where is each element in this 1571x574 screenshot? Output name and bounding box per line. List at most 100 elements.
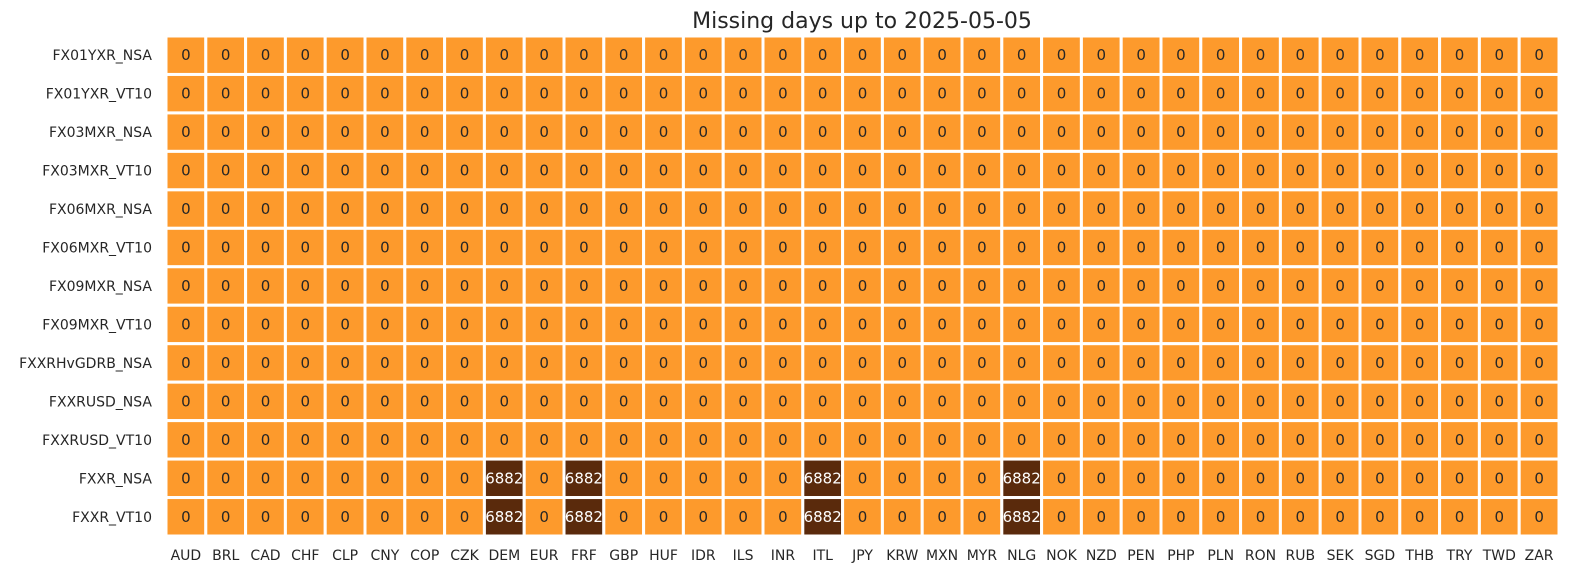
cell-value-label: 0 xyxy=(1375,162,1385,180)
x-tick-label: CLP xyxy=(332,548,358,564)
cell-value-label: 0 xyxy=(858,239,868,257)
y-tick-label: FX01YXR_VT10 xyxy=(46,87,152,103)
heatmap-cell xyxy=(1199,226,1243,269)
heatmap-cell xyxy=(1358,496,1402,538)
cell-value-label: 0 xyxy=(858,85,868,103)
heatmap-cell xyxy=(1358,72,1402,115)
heatmap-cell xyxy=(562,419,606,461)
cell-value-label: 0 xyxy=(1136,162,1146,180)
x-tick-label: RON xyxy=(1245,548,1276,564)
cell-value-label: 0 xyxy=(221,200,231,218)
cell-value-label: 0 xyxy=(1335,85,1345,103)
cell-value-label: 0 xyxy=(181,85,191,103)
cell-value-label: 0 xyxy=(977,85,987,103)
cell-value-label: 0 xyxy=(579,200,589,218)
cell-value-label: 0 xyxy=(1495,200,1505,218)
cell-value-label: 0 xyxy=(261,392,271,410)
heatmap-cell xyxy=(1398,419,1442,461)
heatmap-cell xyxy=(681,496,725,538)
cell-value-label: 0 xyxy=(539,431,549,449)
heatmap-cell xyxy=(960,457,1004,500)
cell-value-label: 0 xyxy=(1097,315,1107,333)
cell-value-label: 0 xyxy=(1296,277,1306,295)
heatmap-cell xyxy=(960,303,1004,346)
cell-value-label: 0 xyxy=(1375,277,1385,295)
cell-value-label: 0 xyxy=(619,239,629,257)
cell-value-label: 0 xyxy=(818,277,828,295)
cell-value-label: 0 xyxy=(659,239,669,257)
heatmap-cell xyxy=(1398,342,1442,384)
cell-value-label: 0 xyxy=(539,508,549,526)
cell-value-label: 0 xyxy=(1176,85,1186,103)
heatmap-cell xyxy=(841,496,884,538)
cell-value-label: 0 xyxy=(778,239,788,257)
cell-value-label: 0 xyxy=(301,46,311,64)
cell-value-label: 0 xyxy=(1415,354,1425,372)
cell-value-label: 0 xyxy=(261,239,271,257)
cell-value-label: 0 xyxy=(858,162,868,180)
cell-value-label: 0 xyxy=(301,392,311,410)
heatmap-cell xyxy=(761,496,805,538)
cell-value-label: 0 xyxy=(1495,46,1505,64)
cell-value-label: 0 xyxy=(539,85,549,103)
cell-value-label: 0 xyxy=(500,392,510,410)
x-tick-label: EUR xyxy=(530,548,559,564)
cell-value-label: 0 xyxy=(460,162,470,180)
heatmap-cell xyxy=(1199,303,1243,346)
cell-value-label: 0 xyxy=(699,469,709,487)
cell-value-label: 0 xyxy=(1296,85,1306,103)
cell-value-label: 0 xyxy=(1375,354,1385,372)
heatmap-cell xyxy=(1278,380,1322,423)
cell-value-label: 0 xyxy=(460,469,470,487)
cell-value-label: 0 xyxy=(261,315,271,333)
cell-value-label: 0 xyxy=(898,123,908,141)
x-tick-label: SEK xyxy=(1327,548,1355,564)
cell-value-label: 0 xyxy=(420,508,430,526)
cell-value-label: 0 xyxy=(181,354,191,372)
cell-value-label: 0 xyxy=(221,239,231,257)
cell-value-label: 0 xyxy=(460,431,470,449)
cell-value-label: 0 xyxy=(898,508,908,526)
cell-value-label: 0 xyxy=(1534,469,1544,487)
cell-value-label: 0 xyxy=(1216,239,1226,257)
cell-value-label: 0 xyxy=(1335,46,1345,64)
heatmap-cell xyxy=(562,72,606,115)
cell-value-label: 0 xyxy=(1216,277,1226,295)
cell-value-label: 0 xyxy=(1256,508,1266,526)
heatmap-cell xyxy=(642,72,685,115)
cell-value-label: 0 xyxy=(659,46,669,64)
heatmap-cell xyxy=(562,496,606,538)
cell-value-label: 0 xyxy=(340,200,350,218)
cell-value-label: 0 xyxy=(1534,200,1544,218)
cell-value-label: 0 xyxy=(500,315,510,333)
heatmap-cell xyxy=(1318,496,1362,538)
cell-value-label: 0 xyxy=(1296,469,1306,487)
heatmap-cell xyxy=(761,149,805,192)
cell-value-label: 0 xyxy=(1296,354,1306,372)
heatmap-cell xyxy=(1517,226,1561,269)
cell-value-label: 0 xyxy=(1256,200,1266,218)
cell-value-label: 0 xyxy=(261,508,271,526)
cell-value-label: 0 xyxy=(420,431,430,449)
heatmap-cell xyxy=(1199,457,1243,500)
cell-value-label: 0 xyxy=(1534,85,1544,103)
y-tick-label: FX06MXR_VT10 xyxy=(42,241,152,257)
cell-value-label: 0 xyxy=(1534,315,1544,333)
cell-value-label: 0 xyxy=(619,315,629,333)
cell-value-label: 0 xyxy=(738,85,748,103)
cell-value-label: 0 xyxy=(659,469,669,487)
heatmap-cell xyxy=(403,496,447,538)
cell-value-label: 0 xyxy=(1136,315,1146,333)
cell-value-label: 0 xyxy=(1415,431,1425,449)
heatmap-cell xyxy=(482,111,526,153)
cell-value-label: 6882 xyxy=(1003,469,1041,487)
cell-value-label: 6882 xyxy=(565,469,603,487)
heatmap-cell xyxy=(1477,111,1521,153)
cell-value-label: 0 xyxy=(858,431,868,449)
x-tick-label: IDR xyxy=(691,548,716,564)
heatmap-cell xyxy=(1199,496,1243,538)
cell-value-label: 0 xyxy=(181,46,191,64)
heatmap-cell xyxy=(1477,342,1521,384)
cell-value-label: 0 xyxy=(778,469,788,487)
cell-value-label: 0 xyxy=(1335,239,1345,257)
